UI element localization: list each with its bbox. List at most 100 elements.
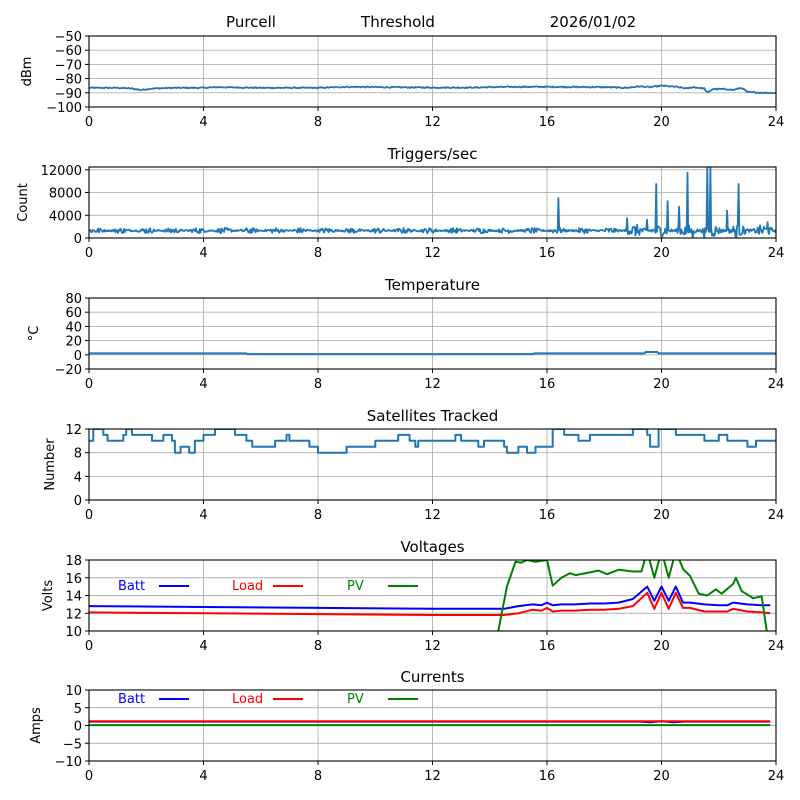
header-station: Purcell: [226, 13, 276, 31]
panel-title: Currents: [400, 668, 464, 686]
x-tick-label: 8: [314, 508, 322, 523]
x-tick-label: 0: [85, 115, 93, 130]
x-tick-label: 16: [539, 769, 556, 784]
x-tick-label: 12: [424, 115, 441, 130]
panel-title: Temperature: [384, 276, 480, 294]
y-tick-label: 5: [74, 702, 82, 717]
legend-label-batt: Batt: [118, 692, 145, 707]
x-tick-label: 20: [653, 639, 670, 654]
x-tick-label: 4: [199, 377, 207, 392]
x-tick-label: 4: [199, 508, 207, 523]
plot-area: [89, 429, 776, 454]
y-tick-label: 4: [74, 470, 82, 485]
y-tick-label: −100: [46, 101, 82, 116]
x-tick-label: 0: [85, 639, 93, 654]
panel-voltages: Voltages Volts Batt Load PV 0 4 8 12 16 20 24 10 12 14…: [41, 538, 784, 654]
x-tick-label: 24: [768, 508, 785, 523]
legend-label-pv: PV: [347, 692, 364, 707]
y-tick-label: 8: [74, 447, 82, 462]
y-tick-label: −70: [55, 58, 82, 73]
series-line-batt: [89, 585, 771, 610]
y-tick-label: −20: [55, 363, 82, 378]
x-tick-label: 12: [424, 246, 441, 261]
y-tick-label: 20: [65, 335, 82, 350]
x-tick-label: 12: [424, 639, 441, 654]
y-axis-label: Count: [16, 183, 31, 222]
x-tick-label: 8: [314, 639, 322, 654]
y-tick-label: 10: [65, 625, 82, 640]
x-tick-label: 20: [653, 508, 670, 523]
y-tick-label: 0: [74, 494, 82, 509]
plot-area: [89, 351, 776, 356]
x-tick-label: 4: [199, 639, 207, 654]
x-tick-label: 0: [85, 508, 93, 523]
y-tick-label: −60: [55, 44, 82, 59]
x-tick-label: 20: [653, 115, 670, 130]
x-tick-label: 24: [768, 769, 785, 784]
panel-currents: Currents Amps Batt Load PV 0 4 8 12 16 20 24 −10 −5 0 5…: [29, 668, 784, 784]
x-tick-label: 12: [424, 769, 441, 784]
y-axis-label: dBm: [20, 57, 35, 87]
legend-label-pv: PV: [347, 579, 364, 594]
x-tick-label: 24: [768, 246, 785, 261]
plot-area: [89, 84, 776, 95]
y-tick-label: 4000: [49, 209, 82, 224]
legend-label-batt: Batt: [118, 579, 145, 594]
y-tick-label: 8000: [49, 187, 82, 202]
x-tick-label: 0: [85, 769, 93, 784]
y-tick-label: 12: [65, 607, 82, 622]
y-tick-label: 40: [65, 320, 82, 335]
y-axis-label: °C: [27, 326, 42, 342]
header-mode: Threshold: [360, 13, 435, 31]
y-tick-label: −80: [55, 73, 82, 88]
y-axis-label: Number: [43, 438, 58, 491]
x-tick-label: 20: [653, 246, 670, 261]
panel-triggers: Triggers/sec Count 0 4 8 12 16 20 24 0 4000 8000 120…: [16, 145, 784, 261]
y-tick-label: 10: [65, 684, 82, 699]
y-tick-label: −10: [55, 755, 82, 770]
y-tick-label: −90: [55, 87, 82, 102]
y-tick-label: −50: [55, 30, 82, 45]
series-line-threshold: [89, 84, 776, 95]
y-tick-label: −5: [63, 737, 82, 752]
y-tick-label: 14: [65, 590, 82, 605]
x-tick-label: 0: [85, 246, 93, 261]
y-axis-label: Amps: [29, 707, 44, 744]
series-line-temperature: [89, 351, 776, 356]
x-tick-label: 4: [199, 769, 207, 784]
plot-area: [89, 167, 776, 238]
x-tick-label: 8: [314, 246, 322, 261]
panel-title: Voltages: [400, 538, 464, 556]
y-tick-label: 18: [65, 554, 82, 569]
series-line-triggers: [89, 167, 776, 238]
x-tick-label: 16: [539, 639, 556, 654]
x-tick-label: 4: [199, 246, 207, 261]
plot-area: [89, 720, 771, 727]
panel-threshold: dBm 0 4 8 12 16 20 24 −100−90−80−70−60−50: [20, 30, 784, 130]
y-tick-label: 60: [65, 306, 82, 321]
series-line-satellites: [89, 429, 776, 454]
y-tick-label: 0: [74, 232, 82, 247]
panel-title: Triggers/sec: [387, 145, 478, 163]
x-tick-label: 16: [539, 377, 556, 392]
x-tick-label: 24: [768, 377, 785, 392]
y-tick-label: 12: [65, 423, 82, 438]
x-tick-label: 4: [199, 115, 207, 130]
x-tick-label: 12: [424, 377, 441, 392]
y-tick-label: 0: [74, 720, 82, 735]
y-tick-label: 80: [65, 292, 82, 307]
y-axis-label: Volts: [41, 580, 56, 612]
panel-title: Satellites Tracked: [367, 407, 498, 425]
x-tick-label: 8: [314, 377, 322, 392]
x-tick-label: 16: [539, 246, 556, 261]
y-tick-label: 16: [65, 572, 82, 587]
legend-label-load: Load: [232, 579, 263, 594]
legend-label-load: Load: [232, 692, 263, 707]
plot-area: [89, 560, 771, 631]
x-tick-label: 20: [653, 769, 670, 784]
x-tick-label: 20: [653, 377, 670, 392]
x-tick-label: 24: [768, 639, 785, 654]
